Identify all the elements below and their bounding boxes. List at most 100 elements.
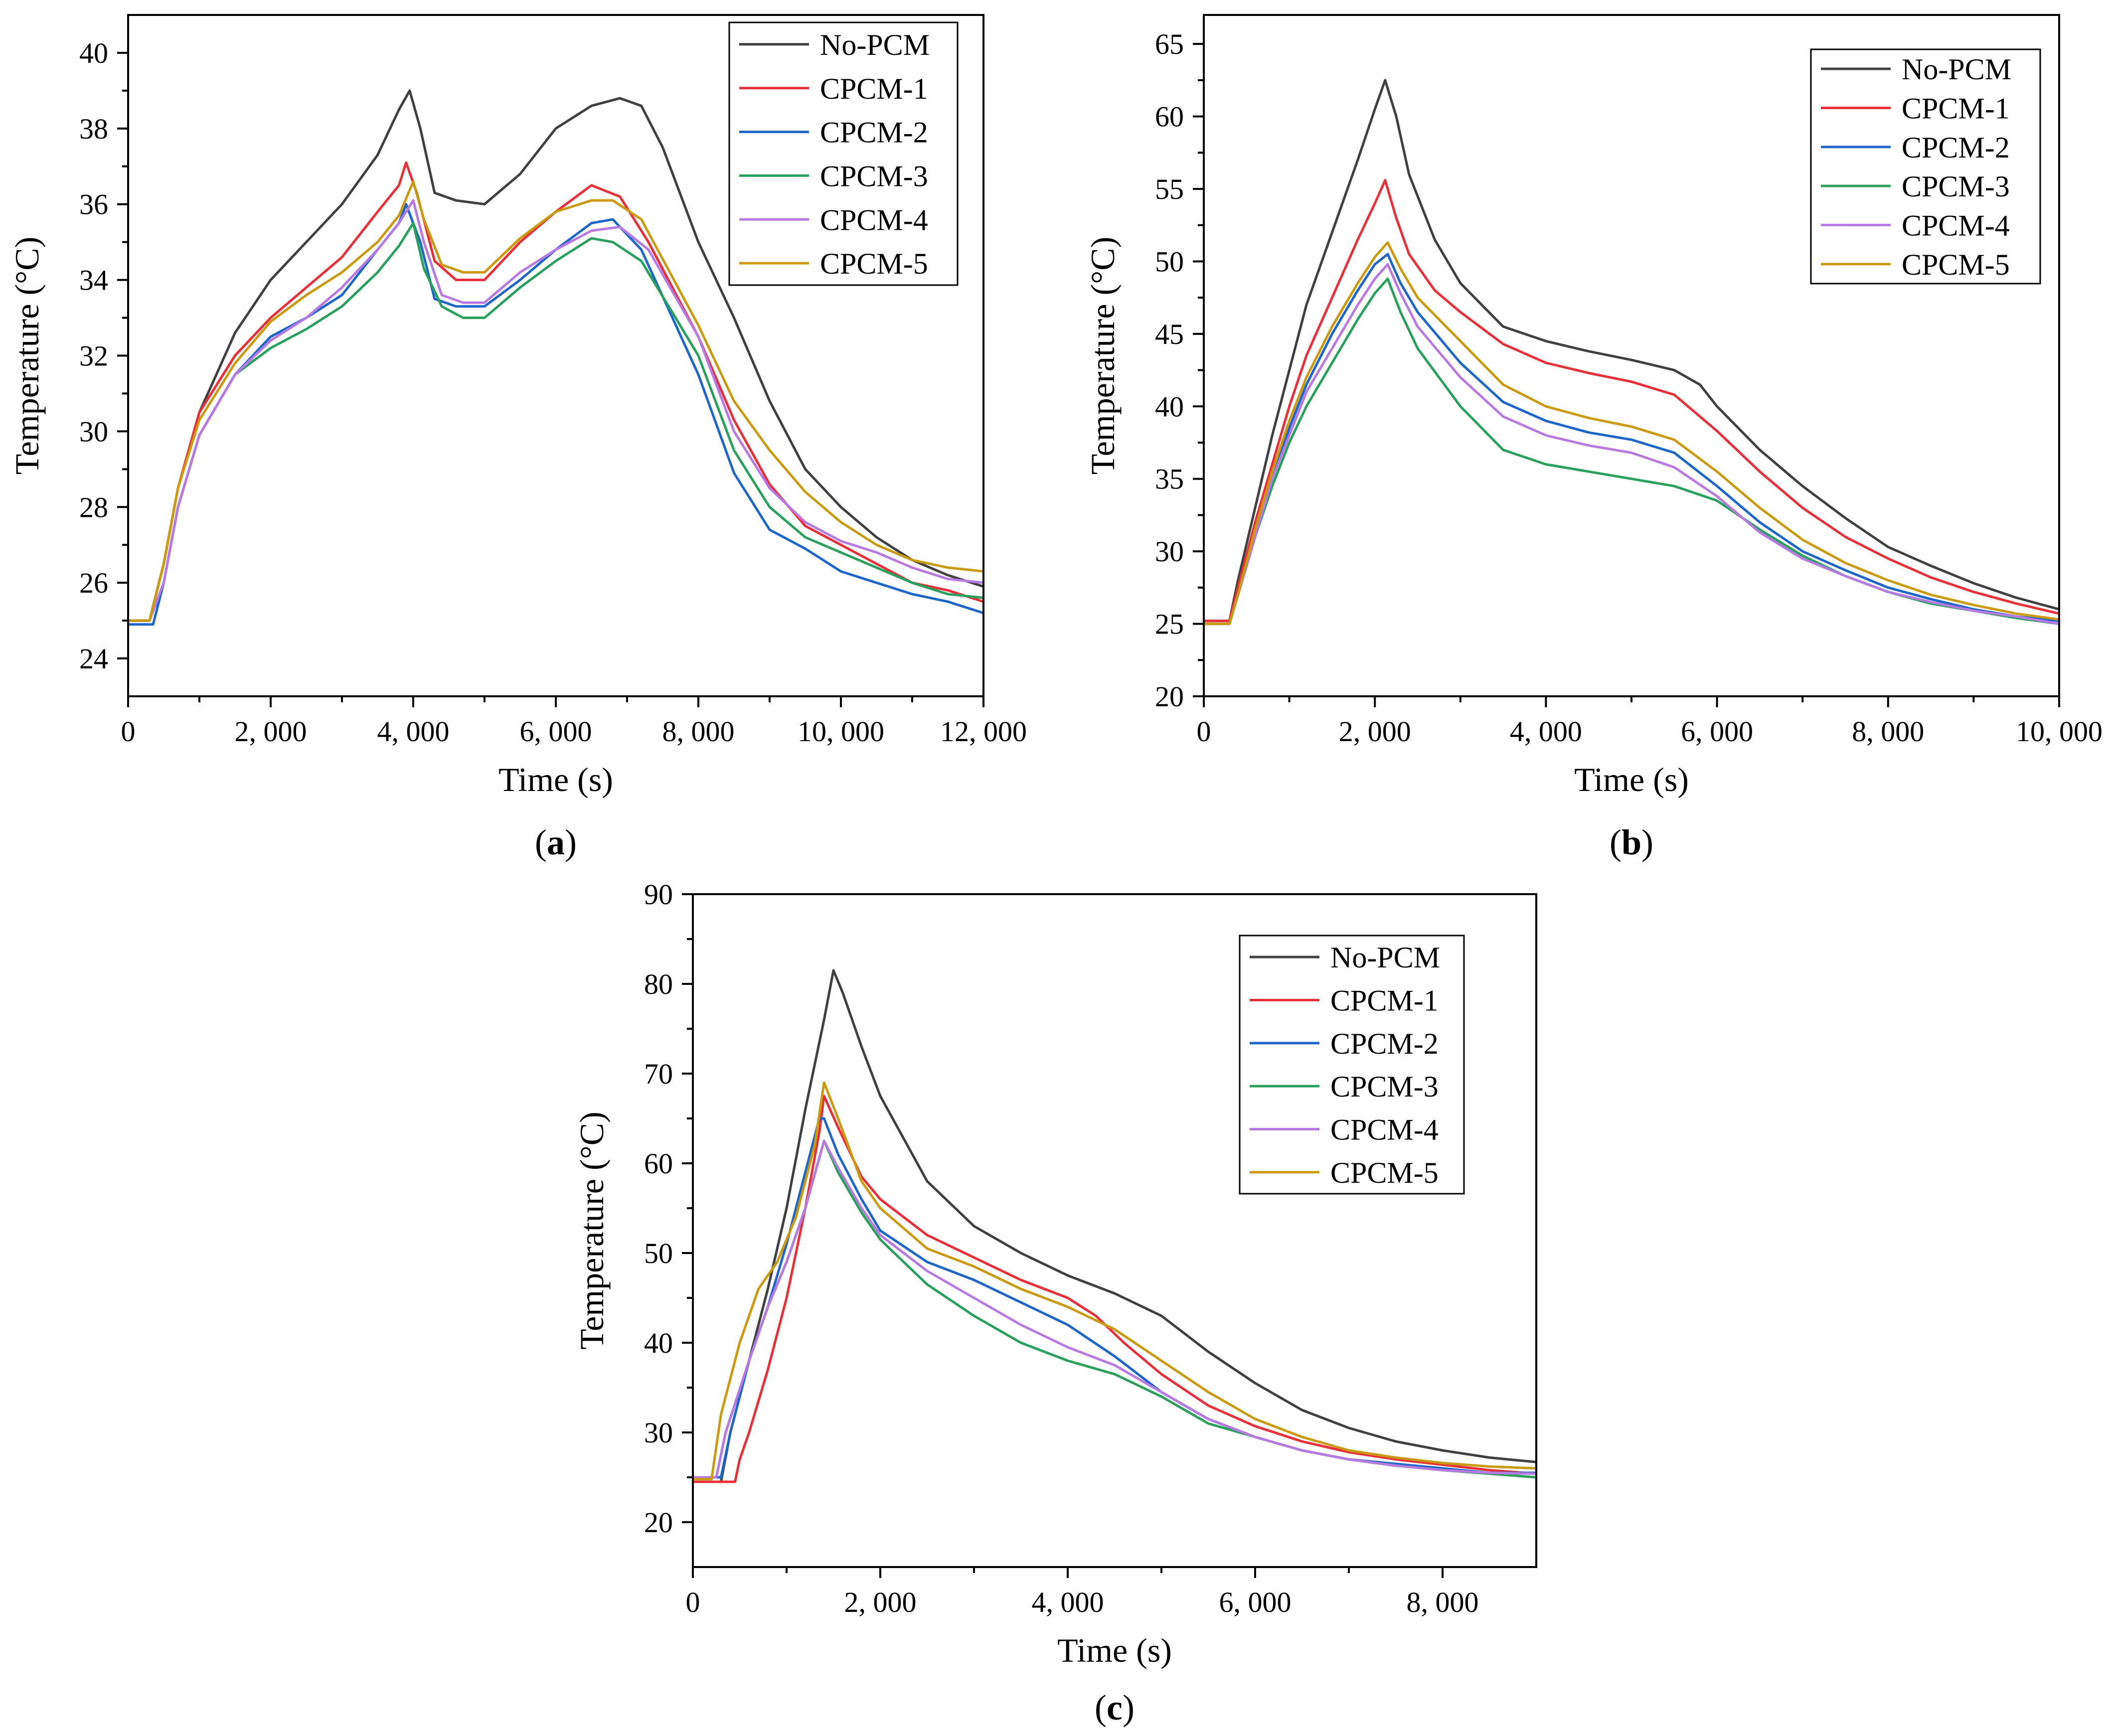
y-tick-label: 26 xyxy=(79,567,108,599)
series-line-no-pcm xyxy=(1204,79,2059,623)
y-axis-title: Temperature (°C) xyxy=(573,1111,611,1349)
series-line-cpcm-2 xyxy=(1204,253,2059,626)
plot-frame xyxy=(692,893,1537,1568)
y-tick-label: 32 xyxy=(79,340,108,372)
y-tick-label: 60 xyxy=(1155,101,1184,133)
panel-label-paren-open: ( xyxy=(535,822,547,862)
y-tick-label: 60 xyxy=(644,1147,673,1180)
legend: No-PCM CPCM-1 CPCM-2 CPCM-3 CPCM-4 CPCM-5 xyxy=(1810,48,2041,285)
legend-label-cpcm-5: CPCM-5 xyxy=(820,247,928,280)
y-tick-label: 30 xyxy=(79,415,108,448)
y-tick-label: 45 xyxy=(1155,318,1184,350)
chart-panel-b: 0 2, 000 4, 000 6, 000 8, 000 10, 000 20 25 30 35… xyxy=(1084,14,2103,862)
y-tick-label: 36 xyxy=(79,188,108,221)
y-tick-label: 34 xyxy=(79,264,108,297)
series-line-cpcm-3 xyxy=(1204,277,2059,626)
x-axis-title: Time (s) xyxy=(1057,1631,1172,1669)
x-axis-title: Time (s) xyxy=(1574,761,1689,798)
y-tick-label: 30 xyxy=(644,1417,673,1449)
x-axis-title: Time (s) xyxy=(498,761,613,798)
legend-label-cpcm-1: CPCM-1 xyxy=(1902,92,2010,125)
chart-panel-a: 0 2, 000 4, 000 6, 000 8, 000 10, 000 12, 000 2… xyxy=(8,14,1027,862)
panel-label-a: (a) xyxy=(535,822,577,862)
x-tick-label: 0 xyxy=(1197,715,1211,748)
x-tick-label: 6, 000 xyxy=(1219,1586,1292,1618)
panel-label-paren-open: ( xyxy=(1610,822,1622,862)
legend-box xyxy=(1239,935,1465,1195)
chart-panel-c: 0 2, 000 4, 000 6, 000 8, 000 20 30 40 50 60 70 80 9… xyxy=(573,878,1537,1728)
x-tick-label: 12, 000 xyxy=(940,715,1027,748)
x-tick-label: 10, 000 xyxy=(798,715,884,748)
y-axis-title: Temperature (°C) xyxy=(1084,237,1122,474)
series-line-no-pcm xyxy=(693,969,1536,1483)
y-axis-title: Temperature (°C) xyxy=(8,237,46,474)
legend-label-no-pcm: No-PCM xyxy=(1902,53,2011,86)
x-tick-label: 4, 000 xyxy=(1510,715,1582,748)
y-tick-label: 28 xyxy=(79,491,108,523)
series-group xyxy=(1204,79,2059,626)
y-tick-label: 24 xyxy=(79,642,108,675)
series-line-cpcm-1 xyxy=(128,161,983,622)
series-line-cpcm-5 xyxy=(1204,241,2059,626)
series-line-cpcm-4 xyxy=(1204,263,2059,626)
panel-label-paren-open: ( xyxy=(1095,1688,1107,1728)
panel-label-c: (c) xyxy=(1095,1688,1135,1728)
panel-label-letter: a xyxy=(547,822,565,862)
series-line-cpcm-4 xyxy=(693,1139,1536,1479)
y-tick-label: 70 xyxy=(644,1058,673,1090)
y-tick-label: 40 xyxy=(644,1327,673,1359)
legend-label-no-pcm: No-PCM xyxy=(820,28,930,61)
series-line-cpcm-1 xyxy=(1204,179,2059,623)
legend-label-cpcm-3: CPCM-3 xyxy=(1330,1070,1439,1103)
legend-label-cpcm-3: CPCM-3 xyxy=(1902,170,2010,203)
x-tick-label: 8, 000 xyxy=(1852,715,1924,748)
x-tick-label: 2, 000 xyxy=(1339,715,1411,748)
y-tick-label: 40 xyxy=(79,37,108,69)
legend: No-PCM CPCM-1 CPCM-2 CPCM-3 CPCM-4 CPCM-5 xyxy=(728,21,959,286)
panel-label-paren-close: ) xyxy=(1641,822,1653,862)
legend-label-cpcm-4: CPCM-4 xyxy=(820,203,928,236)
legend-label-cpcm-5: CPCM-5 xyxy=(1902,248,2010,281)
x-tick-label: 4, 000 xyxy=(1032,1586,1104,1618)
y-tick-label: 40 xyxy=(1155,390,1184,423)
panel-label-paren-close: ) xyxy=(565,822,577,862)
panel-label-letter: b xyxy=(1622,822,1641,862)
series-line-cpcm-4 xyxy=(128,199,983,622)
legend-box xyxy=(1810,48,2041,285)
panel-label-letter: c xyxy=(1107,1688,1123,1728)
legend-label-cpcm-4: CPCM-4 xyxy=(1330,1113,1439,1146)
y-tick-label: 20 xyxy=(1155,680,1184,713)
y-tick-label: 38 xyxy=(79,113,108,145)
panel-label-paren-close: ) xyxy=(1123,1688,1135,1728)
y-tick-label: 65 xyxy=(1155,28,1184,60)
legend-label-cpcm-1: CPCM-1 xyxy=(1330,984,1439,1017)
series-group xyxy=(693,969,1536,1483)
panel-label-b: (b) xyxy=(1610,822,1653,862)
series-line-no-pcm xyxy=(128,89,983,622)
legend: No-PCM CPCM-1 CPCM-2 CPCM-3 CPCM-4 CPCM-5 xyxy=(1239,935,1465,1195)
x-tick-label: 8, 000 xyxy=(662,715,735,748)
legend-label-cpcm-5: CPCM-5 xyxy=(1330,1156,1439,1189)
legend-box xyxy=(728,21,959,286)
series-line-cpcm-1 xyxy=(693,1095,1536,1483)
y-tick-label: 50 xyxy=(1155,245,1184,278)
y-tick-label: 50 xyxy=(644,1237,673,1269)
series-group xyxy=(128,89,983,626)
legend-label-cpcm-1: CPCM-1 xyxy=(820,72,928,105)
series-line-cpcm-5 xyxy=(128,180,983,622)
x-tick-label: 2, 000 xyxy=(844,1586,917,1618)
legend-label-cpcm-2: CPCM-2 xyxy=(820,116,928,149)
legend-label-no-pcm: No-PCM xyxy=(1330,941,1440,974)
series-line-cpcm-5 xyxy=(693,1081,1536,1481)
x-tick-label: 6, 000 xyxy=(1681,715,1753,748)
x-tick-label: 6, 000 xyxy=(520,715,592,748)
y-tick-label: 30 xyxy=(1155,535,1184,568)
y-tick-label: 55 xyxy=(1155,173,1184,205)
y-tick-label: 90 xyxy=(644,878,673,911)
x-tick-label: 8, 000 xyxy=(1407,1586,1479,1618)
x-tick-label: 2, 000 xyxy=(235,715,307,748)
y-tick-label: 80 xyxy=(644,968,673,1000)
x-tick-label: 4, 000 xyxy=(377,715,450,748)
